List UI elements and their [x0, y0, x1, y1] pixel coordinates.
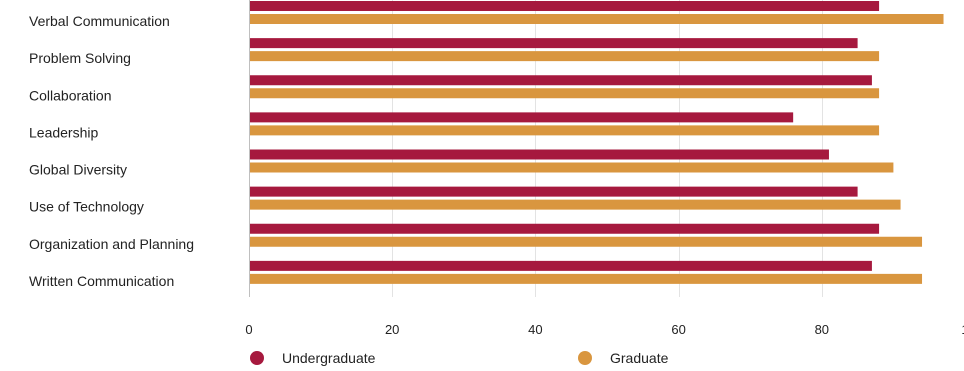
legend-marker-undergraduate — [250, 351, 264, 365]
x-tick-label: 40 — [528, 322, 542, 337]
bar-graduate-4 — [249, 162, 894, 173]
bar-undergraduate-5 — [249, 186, 858, 197]
bar-graduate-2 — [249, 88, 880, 99]
category-label: Verbal Communication — [29, 13, 170, 29]
bar-graduate-1 — [249, 51, 880, 62]
category-label: Problem Solving — [29, 50, 131, 66]
bar-graduate-5 — [249, 199, 901, 210]
bar-undergraduate-7 — [249, 260, 872, 271]
category-label: Leadership — [29, 124, 98, 140]
category-label: Organization and Planning — [29, 236, 194, 252]
x-tick-label: 80 — [815, 322, 829, 337]
bar-undergraduate-2 — [249, 75, 872, 86]
bar-graduate-3 — [249, 125, 880, 136]
bar-graduate-7 — [249, 273, 923, 284]
bar-graduate-0 — [249, 14, 944, 24]
x-tick-label: 20 — [385, 322, 399, 337]
x-tick-label: 60 — [671, 322, 685, 337]
category-label: Use of Technology — [29, 199, 144, 215]
bar-undergraduate-4 — [249, 149, 829, 160]
legend-label-graduate: Graduate — [610, 350, 669, 366]
bar-undergraduate-3 — [249, 112, 794, 123]
x-tick-label: 1 — [961, 322, 964, 337]
bar-undergraduate-6 — [249, 223, 880, 234]
bar-undergraduate-0 — [249, 1, 880, 11]
legend-marker-graduate — [578, 351, 592, 365]
category-label: Collaboration — [29, 87, 112, 103]
category-label: Global Diversity — [29, 162, 127, 178]
category-label: Written Communication — [29, 273, 174, 289]
bar-undergraduate-1 — [249, 38, 858, 49]
bar-chart: Verbal Communication Problem Solving Colla… — [29, 0, 964, 337]
legend-item-undergraduate: Undergraduate — [250, 350, 375, 366]
bar-graduate-6 — [249, 236, 923, 247]
x-tick-label: 0 — [245, 322, 252, 337]
legend: Undergraduate Graduate — [0, 350, 964, 370]
legend-item-graduate: Graduate — [578, 350, 668, 366]
legend-label-undergraduate: Undergraduate — [282, 350, 376, 366]
